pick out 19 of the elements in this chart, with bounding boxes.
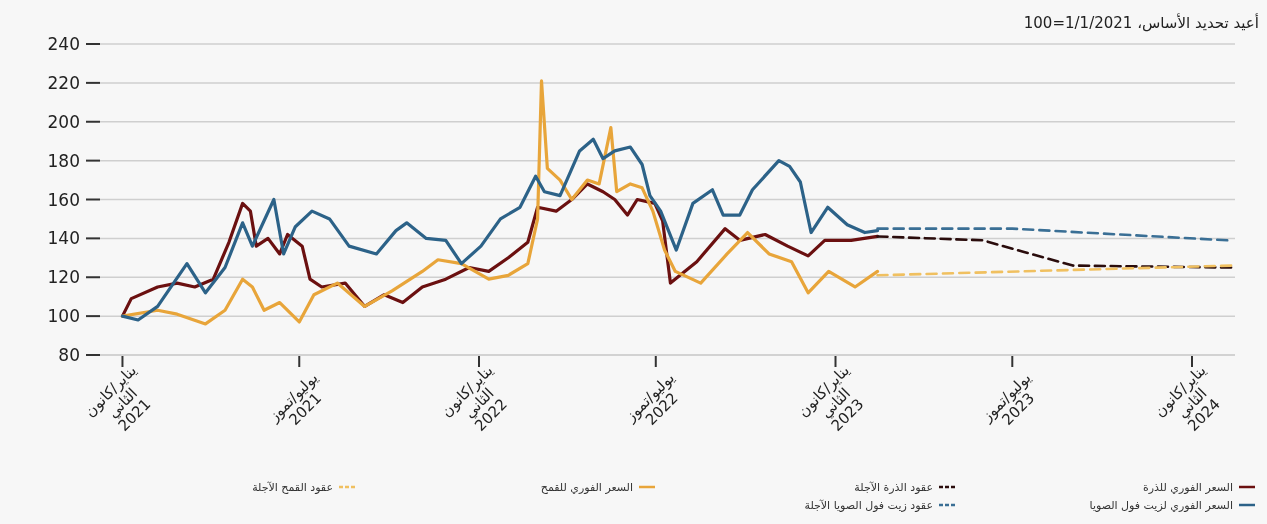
y-tick-label: 140: [47, 228, 80, 249]
line-series: [120, 79, 880, 326]
legend-label: السعر الفوري لزيت فول الصويا: [1089, 498, 1233, 512]
legend-label: السعر الفوري للقمح: [540, 480, 633, 494]
y-tick-label: 180: [47, 150, 80, 171]
legend-label: عقود زيت فول الصويا الآجلة: [804, 498, 933, 512]
y-tick-label: 220: [47, 72, 80, 93]
y-tick-label: 80: [58, 345, 80, 365]
chart-subtitle: أعيد تحديد الأساس، 1/1/2021=100: [1023, 14, 1259, 32]
legend-label: السعر الفوري للذرة: [1142, 480, 1233, 494]
line-series: [876, 235, 1233, 269]
y-tick-label: 160: [47, 189, 80, 210]
y-tick-label: 100: [47, 306, 80, 327]
legend-label: عقود الذرة الآجلة: [854, 480, 933, 494]
legend-label: عقود القمح الآجلة: [252, 480, 333, 494]
y-tick-label: 200: [47, 111, 80, 132]
y-tick-label: 240: [47, 34, 80, 54]
line-series: [120, 137, 880, 322]
y-tick-label: 120: [47, 267, 80, 288]
